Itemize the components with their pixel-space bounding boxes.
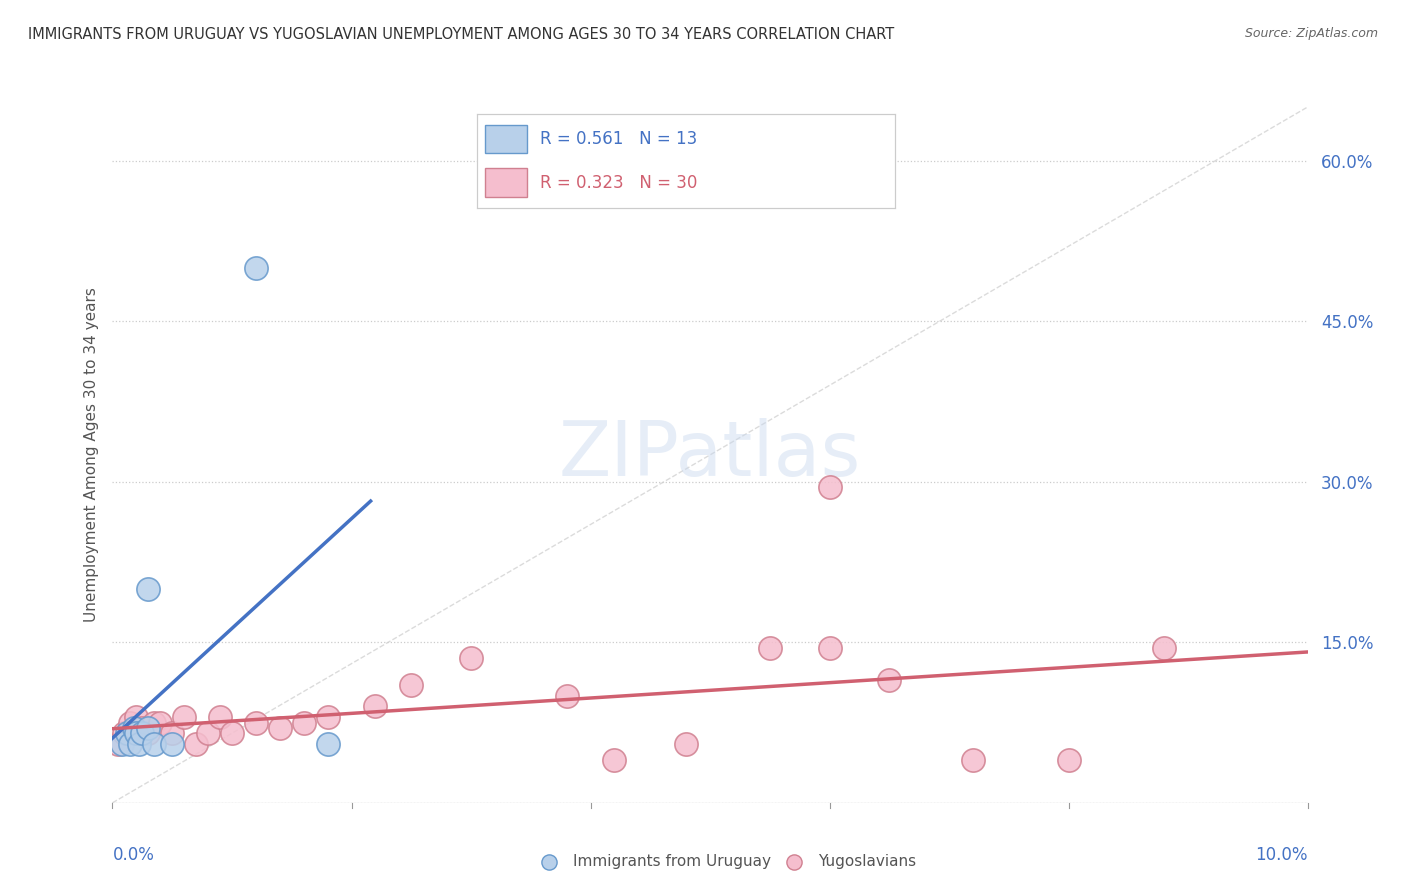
Point	[245, 715, 267, 730]
Text: 0.0%: 0.0%	[112, 846, 155, 863]
Point	[138, 582, 160, 596]
Point	[292, 715, 315, 730]
Point	[460, 651, 482, 665]
Point	[115, 726, 138, 740]
Point	[269, 721, 291, 735]
Point	[143, 715, 166, 730]
Point	[138, 721, 160, 735]
Point	[143, 737, 166, 751]
Point	[208, 710, 231, 724]
Point	[675, 737, 697, 751]
Point	[131, 726, 153, 740]
Point	[877, 673, 901, 687]
Point	[1153, 640, 1175, 655]
Point	[221, 726, 243, 740]
Point	[114, 726, 135, 740]
Point	[138, 726, 160, 740]
Point	[173, 710, 195, 724]
Point	[162, 726, 183, 740]
Point	[316, 737, 339, 751]
Point	[131, 721, 153, 735]
Point	[1057, 753, 1080, 767]
Text: Immigrants from Uruguay: Immigrants from Uruguay	[572, 855, 770, 870]
Point	[128, 737, 150, 751]
Point	[186, 737, 208, 751]
Point	[120, 737, 142, 751]
Text: Source: ZipAtlas.com: Source: ZipAtlas.com	[1244, 27, 1378, 40]
Point	[759, 640, 782, 655]
Point	[603, 753, 626, 767]
Point	[107, 737, 129, 751]
Point	[125, 710, 148, 724]
Point	[122, 721, 145, 735]
Point	[149, 715, 172, 730]
Text: 10.0%: 10.0%	[1256, 846, 1308, 863]
Point	[111, 737, 134, 751]
Text: IMMIGRANTS FROM URUGUAY VS YUGOSLAVIAN UNEMPLOYMENT AMONG AGES 30 TO 34 YEARS CO: IMMIGRANTS FROM URUGUAY VS YUGOSLAVIAN U…	[28, 27, 894, 42]
Point	[555, 689, 578, 703]
Point	[401, 678, 423, 692]
Point	[197, 726, 219, 740]
Point	[245, 260, 267, 275]
Point	[962, 753, 984, 767]
Point	[162, 737, 183, 751]
Text: ZIPatlas: ZIPatlas	[558, 418, 862, 491]
Point	[818, 640, 841, 655]
Point	[316, 710, 339, 724]
Text: Yugoslavians: Yugoslavians	[818, 855, 915, 870]
Point	[125, 726, 148, 740]
Y-axis label: Unemployment Among Ages 30 to 34 years: Unemployment Among Ages 30 to 34 years	[83, 287, 98, 623]
Point	[818, 480, 841, 494]
Point	[120, 715, 142, 730]
Point	[364, 699, 387, 714]
